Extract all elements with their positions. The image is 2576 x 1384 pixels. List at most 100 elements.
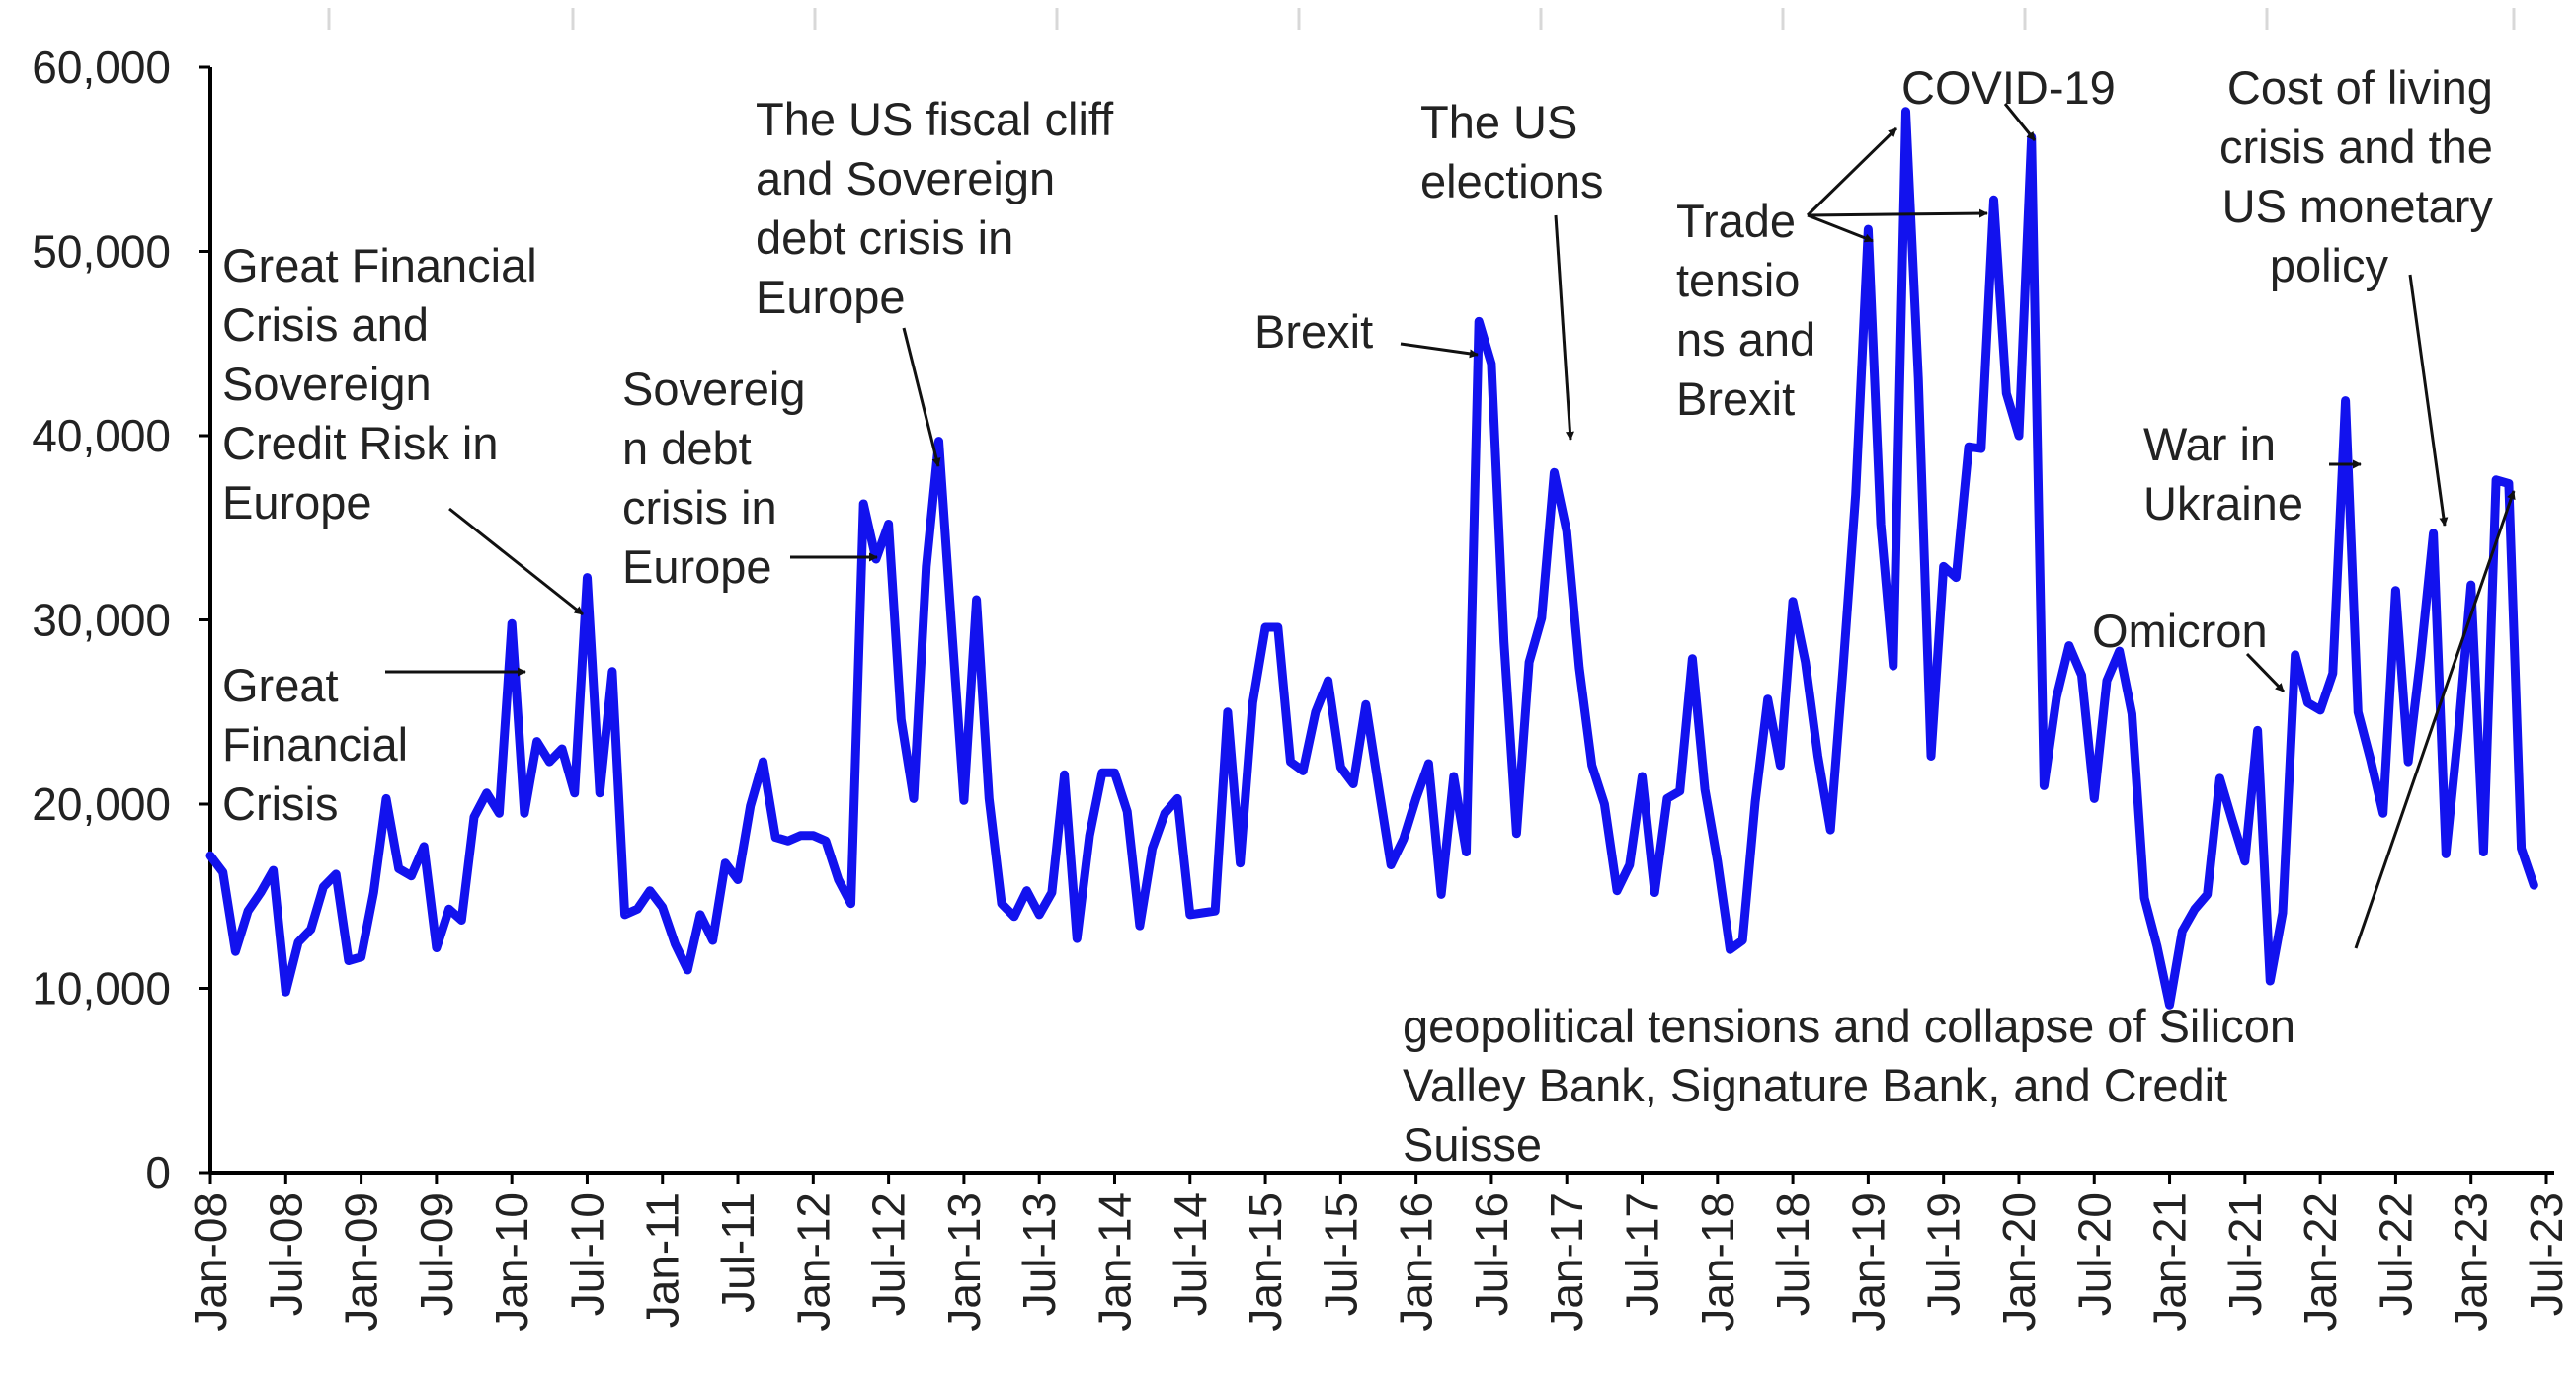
x-tick-label: Jul-14 [1165, 1192, 1216, 1316]
data-point [1553, 471, 1556, 474]
data-point [297, 940, 299, 943]
arrow-trade-1 [1806, 126, 1898, 217]
x-tick-label: Jan-23 [2446, 1192, 2497, 1332]
data-point [698, 913, 701, 916]
data-point [1968, 446, 1971, 448]
data-point [1113, 772, 1116, 774]
data-point [247, 910, 250, 913]
data-point [1063, 773, 1066, 776]
data-point [347, 959, 350, 962]
data-point [2432, 531, 2435, 534]
data-point [523, 812, 525, 815]
data-point [1867, 228, 1870, 231]
data-point [1804, 661, 1807, 664]
data-point [2218, 776, 2221, 779]
data-point [335, 872, 338, 875]
arrow-omicron [2245, 652, 2286, 693]
y-tick-label: 30,000 [32, 595, 171, 646]
data-point [1465, 851, 1468, 854]
data-point [2457, 729, 2459, 732]
data-point [950, 622, 953, 625]
data-point [1226, 710, 1229, 713]
x-tick-label: Jan-17 [1541, 1192, 1592, 1332]
data-point [485, 791, 488, 794]
data-point [1880, 523, 1883, 526]
x-tick-label: Jul-23 [2521, 1192, 2572, 1316]
data-point [737, 878, 739, 881]
arrow-trade-3 [1807, 208, 1988, 218]
data-point [849, 902, 852, 905]
data-point [1100, 772, 1103, 774]
data-point [2269, 980, 2272, 982]
data-point [1741, 939, 1744, 941]
data-point [2155, 944, 2158, 947]
data-point [1528, 661, 1531, 664]
data-point [234, 950, 237, 953]
data-point [900, 718, 903, 721]
data-point [1201, 912, 1204, 914]
data-point [1025, 889, 1028, 892]
data-point [1729, 948, 1731, 951]
data-point [1440, 893, 1443, 896]
x-tick-label: Jul-10 [561, 1192, 612, 1316]
x-tick-label: Jul-13 [1013, 1192, 1065, 1316]
data-point [1616, 889, 1619, 892]
x-tick-label: Jul-19 [1918, 1192, 1970, 1316]
x-tick-label: Jan-09 [336, 1192, 387, 1332]
data-point [1942, 565, 1945, 568]
data-point [724, 861, 727, 864]
x-tick-label: Jul-08 [260, 1192, 311, 1316]
data-point [586, 576, 589, 579]
data-point [887, 523, 890, 526]
data-point [473, 816, 475, 819]
data-point [1352, 782, 1355, 785]
data-point [1603, 803, 1606, 805]
top-tick-marks [327, 8, 2516, 30]
data-point [2357, 710, 2360, 713]
data-point [1164, 812, 1167, 815]
data-point [1138, 925, 1141, 928]
data-point [2520, 847, 2523, 850]
data-point [1653, 891, 1656, 894]
data-point [1992, 199, 1995, 202]
arrow-gfc-sov [448, 507, 584, 616]
data-point [209, 855, 211, 857]
data-point [799, 834, 802, 837]
data-point [2143, 897, 2146, 900]
data-point [573, 791, 576, 794]
data-point [1076, 937, 1079, 940]
arrow-brexit [1400, 342, 1479, 359]
data-point [1779, 764, 1782, 767]
x-tick-label: Jan-18 [1692, 1192, 1743, 1332]
data-point [1691, 657, 1694, 660]
data-point [786, 840, 789, 843]
data-point [1126, 810, 1129, 813]
x-tick-label: Jan-12 [787, 1192, 839, 1332]
data-points [209, 110, 2536, 1007]
annotation-us-fiscal: The US fiscal cliff and Sovereign debt c… [756, 93, 1126, 323]
data-point [397, 867, 400, 870]
data-point [2168, 1004, 2171, 1007]
x-tick-label: Jul-11 [712, 1192, 764, 1313]
data-point [447, 908, 450, 911]
data-point [937, 440, 940, 443]
data-point [1716, 859, 1719, 862]
annotation-sov-debt: Sovereig n debt crisis in Europe [622, 363, 819, 593]
data-point [1577, 667, 1580, 669]
data-point [2495, 478, 2498, 481]
data-point [1314, 710, 1317, 713]
data-point [674, 942, 677, 945]
data-point [1302, 770, 1305, 773]
data-point [636, 908, 639, 911]
data-point [2093, 797, 2096, 800]
data-point [749, 804, 752, 807]
data-point [1678, 789, 1681, 792]
data-point [1904, 110, 1907, 113]
x-tick-label: Jan-19 [1842, 1192, 1893, 1332]
data-point [1264, 626, 1267, 628]
data-point [1792, 600, 1795, 603]
data-point [988, 797, 991, 800]
data-point [812, 834, 815, 837]
data-point [2118, 650, 2121, 653]
